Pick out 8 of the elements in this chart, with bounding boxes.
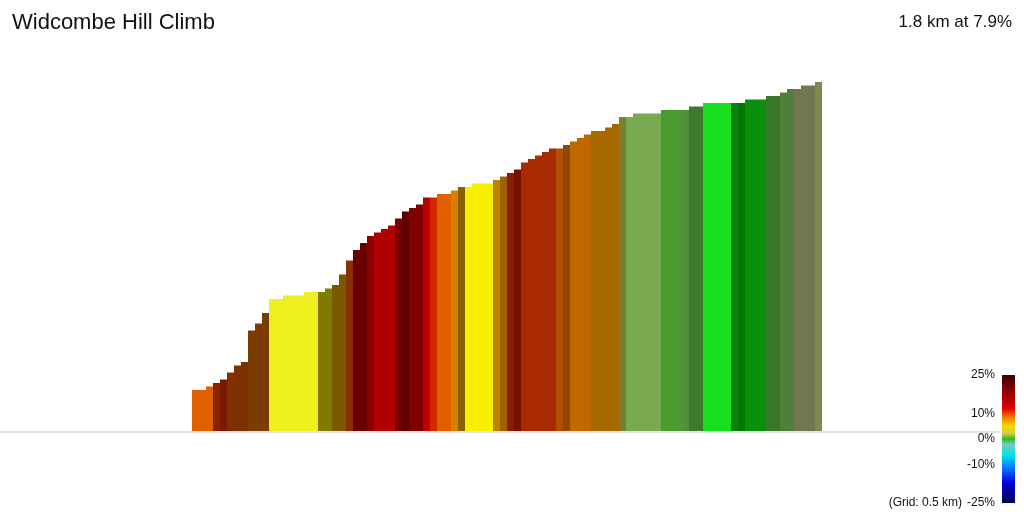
chart-title: Widcombe Hill Climb bbox=[12, 9, 215, 34]
color-bar-label: 0% bbox=[977, 431, 996, 446]
color-bar-label: 25% bbox=[970, 367, 996, 382]
color-bar-label: -25% bbox=[966, 495, 996, 510]
color-bar-label: -10% bbox=[966, 456, 996, 471]
color-bar-label: 10% bbox=[970, 405, 996, 420]
text: (Grid: 0.5 km) bbox=[888, 495, 962, 509]
text: 1.8 km at 7.9% bbox=[898, 12, 1012, 31]
